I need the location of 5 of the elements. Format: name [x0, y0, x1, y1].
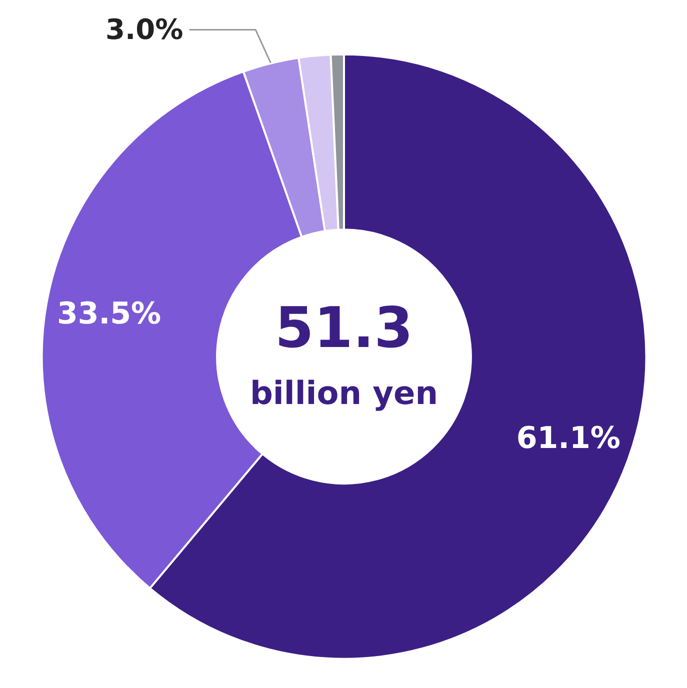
data-label: 61.1%: [516, 420, 620, 456]
text: billion yen: [250, 374, 438, 412]
data-label: 3.0%: [106, 13, 184, 46]
data-label: 33.5%: [57, 296, 162, 332]
text: 51.3: [274, 296, 414, 361]
